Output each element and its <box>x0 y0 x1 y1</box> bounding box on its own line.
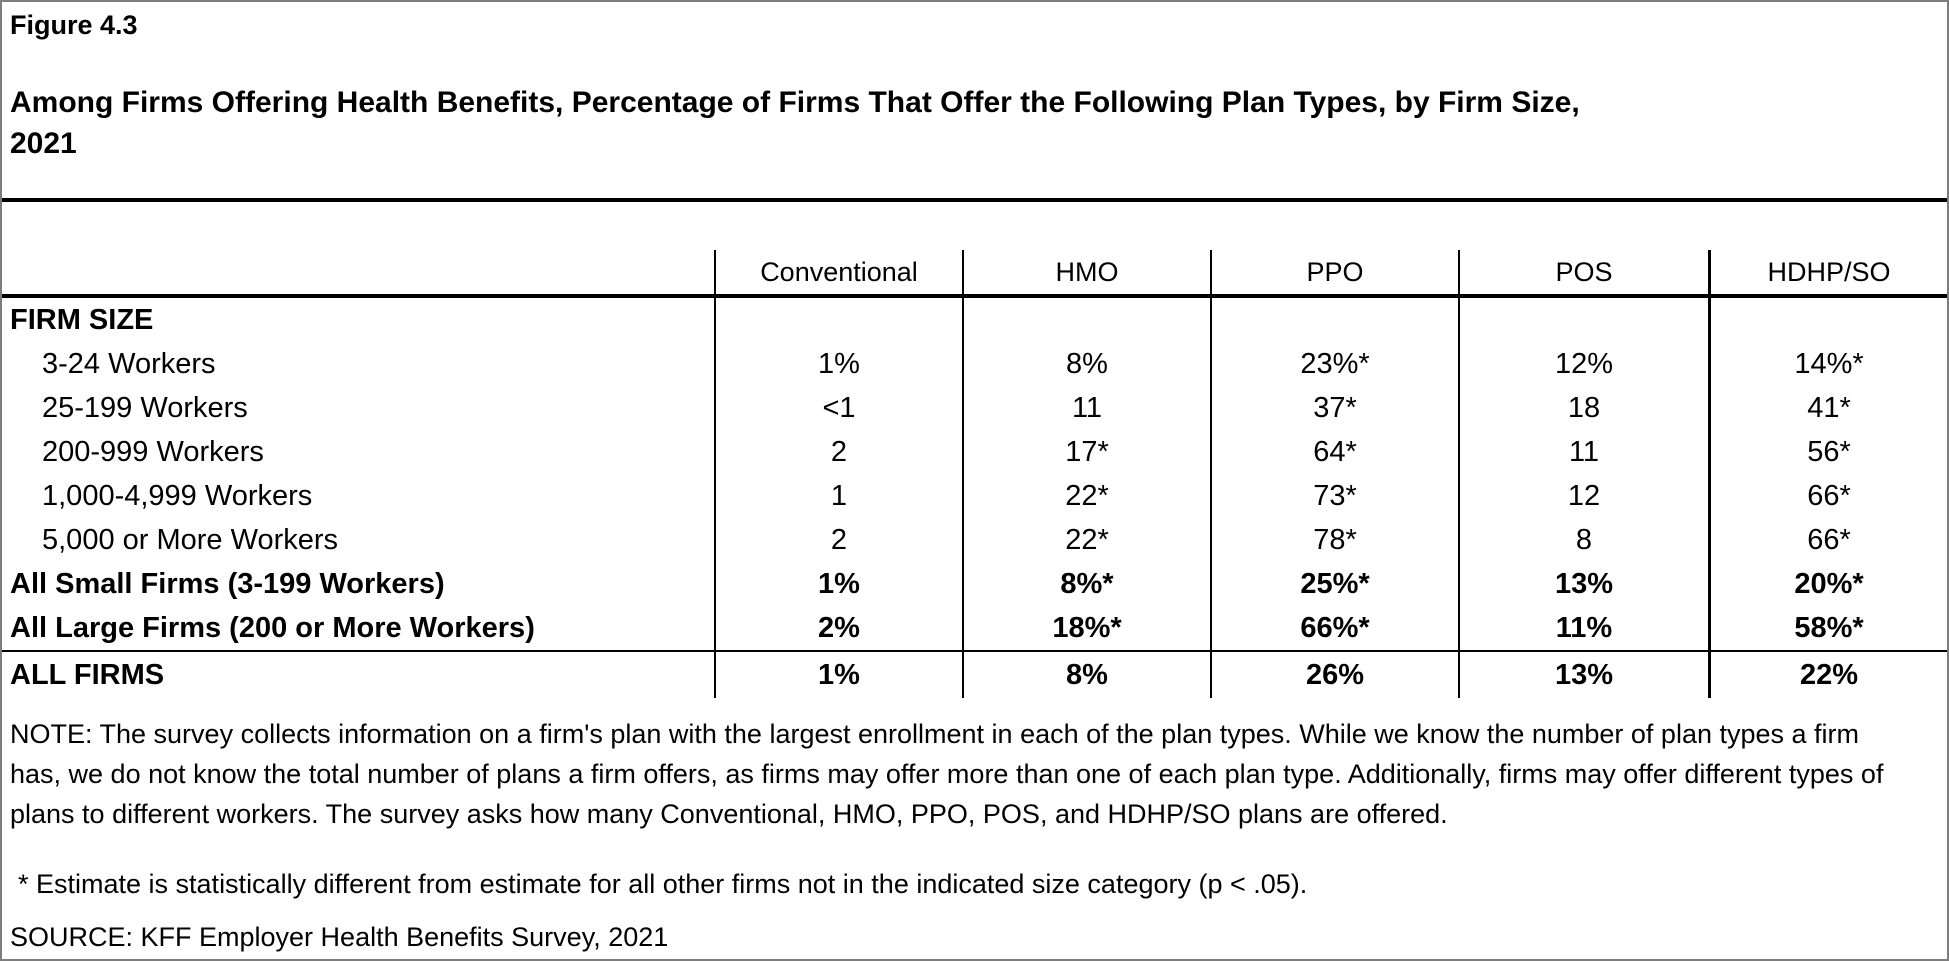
cell-value: 11 <box>962 386 1210 430</box>
cell-value <box>1458 298 1708 342</box>
title-divider-rule <box>2 198 1947 202</box>
table-row: 1,000-4,999 Workers 1 22* 73* 12 66* <box>2 474 1947 518</box>
cell-value: 66* <box>1708 518 1947 562</box>
cell-value: 18 <box>1458 386 1708 430</box>
table-row: 200-999 Workers 2 17* 64* 11 56* <box>2 430 1947 474</box>
header-cell-hmo: HMO <box>962 250 1210 294</box>
header-cell-pos: POS <box>1458 250 1708 294</box>
cell-value: 8 <box>1458 518 1708 562</box>
cell-value: 25%* <box>1210 562 1458 606</box>
cell-value: 58%* <box>1708 606 1947 650</box>
cell-value <box>1708 298 1947 342</box>
row-label: 5,000 or More Workers <box>42 523 339 556</box>
cell-value: 66* <box>1708 474 1947 518</box>
table-row: ALL FIRMS 1% 8% 26% 13% 22% <box>2 652 1947 698</box>
source-line: SOURCE: KFF Employer Health Benefits Sur… <box>10 922 669 952</box>
table-body: FIRM SIZE 3-24 Workers 1% 8% 23%* 12% 14%* 25-1… <box>2 298 1947 698</box>
asterisk-footnote: * Estimate is statistically different fr… <box>18 869 1308 899</box>
cell-value <box>714 298 962 342</box>
cell-value: 11% <box>1458 606 1708 650</box>
cell-value: 1 <box>714 474 962 518</box>
cell-value: 17* <box>962 430 1210 474</box>
row-label: All Large Firms (200 or More Workers) <box>10 611 535 644</box>
cell-value: 2 <box>714 518 962 562</box>
header-cell-ppo: PPO <box>1210 250 1458 294</box>
table-row: All Large Firms (200 or More Workers) 2% 1… <box>2 606 1947 650</box>
all-firms-divider-rule <box>2 650 1947 652</box>
figure-title-line-2: 2021 <box>10 127 77 160</box>
header-cell-empty <box>2 250 714 294</box>
row-label: 200-999 Workers <box>42 435 264 468</box>
plan-types-table: Conventional HMO PPO POS HDHP/SO FIRM SI… <box>2 250 1947 698</box>
cell-value: 2% <box>714 606 962 650</box>
table-row: 25-199 Workers <1 11 37* 18 41* <box>2 386 1947 430</box>
cell-value: 64* <box>1210 430 1458 474</box>
cell-value: 11 <box>1458 430 1708 474</box>
cell-value: 22% <box>1708 652 1947 698</box>
cell-value: 1% <box>714 652 962 698</box>
note-paragraph: NOTE: The survey collects information on… <box>10 719 1884 829</box>
cell-value: 12 <box>1458 474 1708 518</box>
cell-value: 12% <box>1458 342 1708 386</box>
row-label: FIRM SIZE <box>10 303 154 336</box>
cell-value: 73* <box>1210 474 1458 518</box>
cell-value: <1 <box>714 386 962 430</box>
cell-value: 66%* <box>1210 606 1458 650</box>
row-label: ALL FIRMS <box>10 658 165 691</box>
cell-value: 78* <box>1210 518 1458 562</box>
cell-value: 22* <box>962 518 1210 562</box>
cell-value: 56* <box>1708 430 1947 474</box>
table-row: FIRM SIZE <box>2 298 1947 342</box>
header-cell-hdhpso: HDHP/SO <box>1708 250 1947 294</box>
figure-number: Figure 4.3 <box>10 10 138 40</box>
cell-value: 14%* <box>1708 342 1947 386</box>
figure-title: Among Firms Offering Health Benefits, Pe… <box>10 82 1927 164</box>
cell-value: 1% <box>714 562 962 606</box>
cell-value: 26% <box>1210 652 1458 698</box>
cell-value: 18%* <box>962 606 1210 650</box>
table-row: 5,000 or More Workers 2 22* 78* 8 66* <box>2 518 1947 562</box>
row-label: 3-24 Workers <box>42 347 216 380</box>
cell-value: 8%* <box>962 562 1210 606</box>
cell-value: 8% <box>962 342 1210 386</box>
cell-value: 1% <box>714 342 962 386</box>
table-header-row: Conventional HMO PPO POS HDHP/SO <box>2 250 1947 294</box>
cell-value <box>1210 298 1458 342</box>
cell-value: 8% <box>962 652 1210 698</box>
row-label: 25-199 Workers <box>42 391 248 424</box>
cell-value: 13% <box>1458 652 1708 698</box>
table-row: All Small Firms (3-199 Workers) 1% 8%* 25%*… <box>2 562 1947 606</box>
cell-value: 22* <box>962 474 1210 518</box>
cell-value: 13% <box>1458 562 1708 606</box>
cell-value: 37* <box>1210 386 1458 430</box>
row-label: 1,000-4,999 Workers <box>42 479 313 512</box>
header-cell-conventional: Conventional <box>714 250 962 294</box>
header-divider-rule <box>2 294 1947 298</box>
cell-value: 20%* <box>1708 562 1947 606</box>
cell-value: 41* <box>1708 386 1947 430</box>
figure-title-line-1: Among Firms Offering Health Benefits, Pe… <box>10 86 1580 119</box>
cell-value: 23%* <box>1210 342 1458 386</box>
row-label: All Small Firms (3-199 Workers) <box>10 567 445 600</box>
table-row: 3-24 Workers 1% 8% 23%* 12% 14%* <box>2 342 1947 386</box>
cell-value: 2 <box>714 430 962 474</box>
cell-value <box>962 298 1210 342</box>
